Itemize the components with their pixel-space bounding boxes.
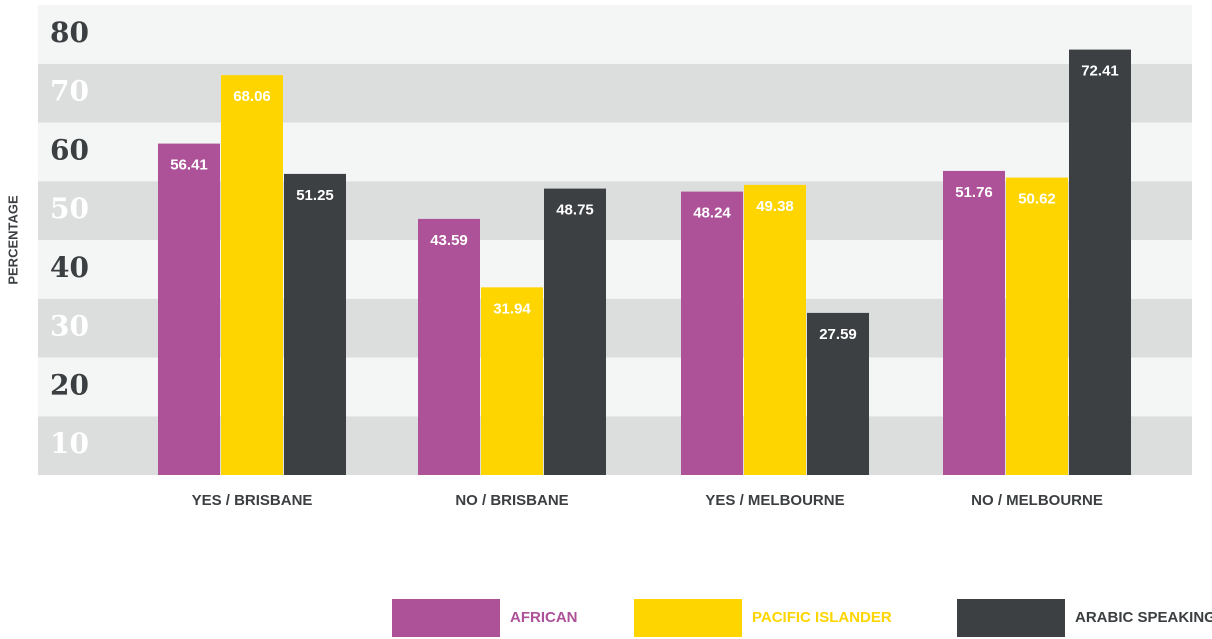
- bar: [418, 218, 480, 475]
- value-label: 51.76: [955, 184, 993, 201]
- bar: [284, 173, 346, 475]
- grid-band: [38, 63, 1192, 123]
- y-tick-label: 30: [50, 310, 89, 343]
- bar: [1006, 177, 1068, 476]
- value-label: 49.38: [756, 198, 794, 215]
- value-label: 68.06: [233, 88, 271, 105]
- y-tick-label: 20: [50, 368, 89, 401]
- bar: [158, 143, 220, 475]
- legend-swatch: [957, 599, 1065, 637]
- bar: [681, 191, 743, 475]
- y-tick-label: 60: [50, 133, 89, 166]
- value-label: 72.41: [1081, 63, 1119, 80]
- value-label: 43.59: [430, 232, 468, 249]
- value-label: 48.24: [693, 205, 731, 222]
- x-tick-label: NO / MELBOURNE: [971, 492, 1103, 509]
- value-label: 31.94: [493, 300, 531, 317]
- grid-band: [38, 5, 1192, 64]
- legend-label: PACIFIC ISLANDER: [752, 609, 892, 626]
- bar: [744, 184, 806, 475]
- x-tick-label: YES / BRISBANE: [192, 492, 313, 509]
- y-tick-label: 10: [50, 427, 89, 460]
- value-label: 48.75: [556, 202, 594, 219]
- y-tick-label: 40: [50, 251, 89, 284]
- y-tick-label: 50: [50, 192, 89, 225]
- legend-swatch: [634, 599, 742, 637]
- legend-swatch: [392, 599, 500, 637]
- value-label: 50.62: [1018, 191, 1056, 208]
- legend-label: ARABIC SPEAKING: [1075, 609, 1212, 626]
- value-label: 56.41: [170, 157, 208, 174]
- y-tick-label: 70: [50, 75, 89, 108]
- bar: [807, 312, 869, 475]
- value-label: 51.25: [296, 187, 334, 204]
- legend-label: AFRICAN: [510, 609, 578, 626]
- y-axis-label: PERCENTAGE: [5, 195, 20, 285]
- y-tick-label: 80: [50, 16, 89, 49]
- bar: [1069, 49, 1131, 476]
- x-tick-label: YES / MELBOURNE: [705, 492, 844, 509]
- bar: [544, 188, 606, 475]
- x-tick-label: NO / BRISBANE: [455, 492, 568, 509]
- bar: [943, 170, 1005, 475]
- value-label: 27.59: [819, 326, 857, 343]
- bar: [221, 75, 283, 476]
- bar: [481, 287, 543, 475]
